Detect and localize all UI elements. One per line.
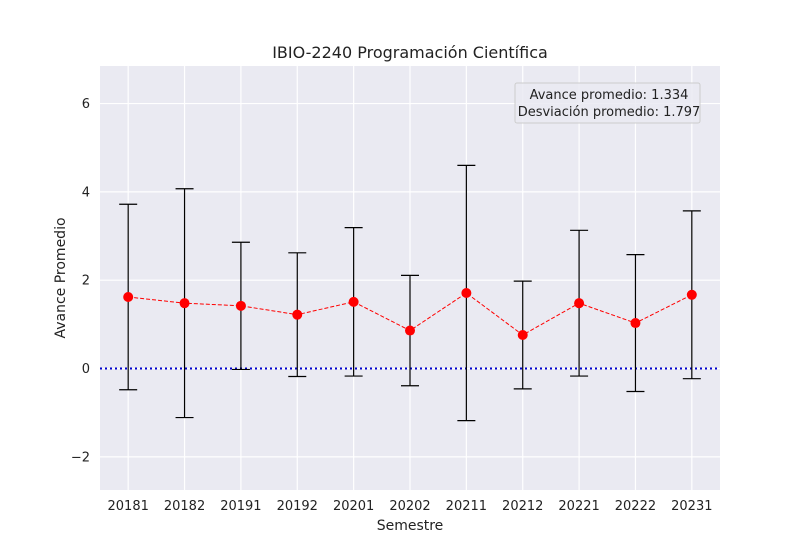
data-point xyxy=(405,325,415,336)
data-point xyxy=(235,300,246,311)
x-tick-label: 20211 xyxy=(446,499,487,514)
data-points xyxy=(123,288,697,340)
annotation-box: Avance promedio: 1.334 Desviación promed… xyxy=(514,82,701,124)
x-axis-label: Semestre xyxy=(377,518,444,534)
x-tick-label: 20201 xyxy=(333,499,374,514)
annotation-frame xyxy=(514,82,701,124)
data-point xyxy=(461,288,472,299)
x-tick-label: 20231 xyxy=(671,499,712,514)
chart-title: IBIO-2240 Programación Científica xyxy=(272,43,548,62)
x-tick-label: 20191 xyxy=(220,499,261,514)
y-tick-label: 4 xyxy=(82,185,90,200)
x-tick-labels: 20181 20182 20191 20192 20201 20202 20211 20212… xyxy=(108,499,713,514)
y-tick-labels: −2 0 2 4 6 xyxy=(71,97,90,465)
y-tick-label: −2 xyxy=(71,450,90,465)
x-tick-label: 20182 xyxy=(164,499,205,514)
x-tick-label: 20212 xyxy=(502,499,543,514)
data-point xyxy=(686,289,697,300)
x-tick-label: 20202 xyxy=(389,499,430,514)
data-point xyxy=(348,296,359,307)
data-point xyxy=(123,291,134,302)
x-tick-label: 20192 xyxy=(277,499,318,514)
annotation-line-mean: Avance promedio: 1.334 xyxy=(530,88,689,103)
y-tick-label: 6 xyxy=(82,97,90,112)
data-point xyxy=(630,318,641,329)
data-point xyxy=(517,329,528,340)
x-tick-label: 20221 xyxy=(558,499,599,514)
data-point xyxy=(292,309,303,320)
y-axis-label: Avance Promedio xyxy=(53,217,69,338)
y-tick-label: 0 xyxy=(82,362,90,377)
y-tick-label: 2 xyxy=(82,274,90,289)
x-tick-label: 20222 xyxy=(615,499,656,514)
x-tick-label: 20181 xyxy=(108,499,149,514)
annotation-line-std: Desviación promedio: 1.797 xyxy=(518,105,701,120)
data-point xyxy=(179,298,190,309)
data-point xyxy=(574,298,585,309)
